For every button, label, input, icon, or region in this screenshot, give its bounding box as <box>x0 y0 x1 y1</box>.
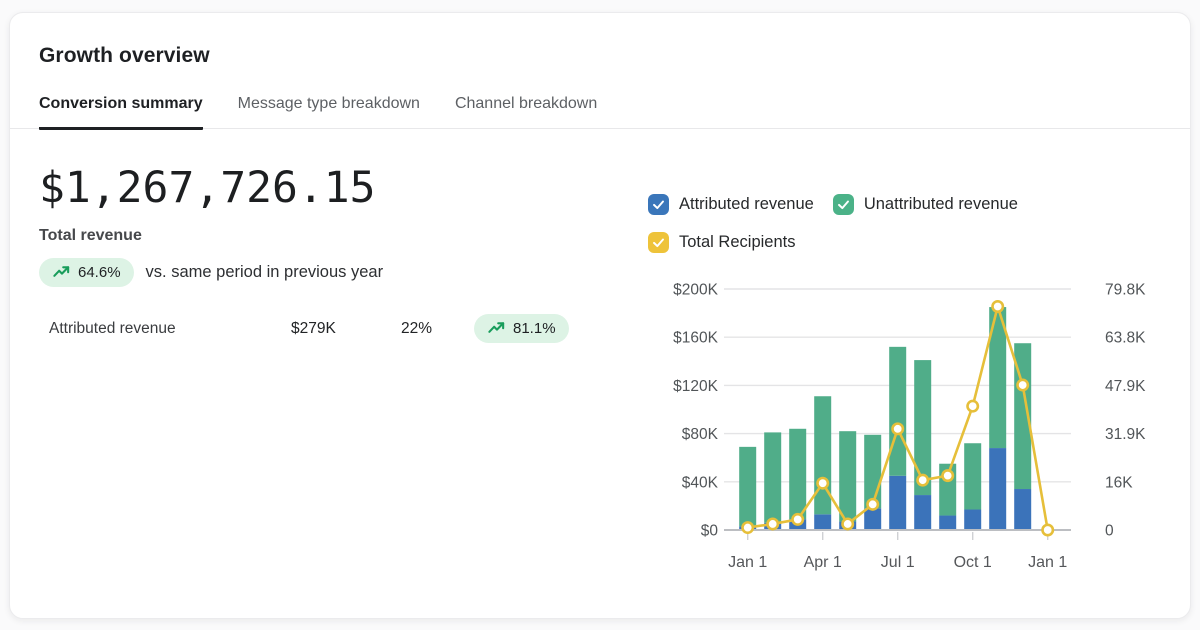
card-content: $1,267,726.15 Total revenue 64.6% vs. sa… <box>10 129 1190 591</box>
svg-text:$160K: $160K <box>673 330 718 347</box>
legend-label: Unattributed revenue <box>863 195 1018 213</box>
svg-text:31.9K: 31.9K <box>1105 426 1146 443</box>
metric-share: 22% <box>401 319 433 337</box>
svg-text:$40K: $40K <box>682 474 719 491</box>
legend-label: Total Recipients <box>679 233 796 251</box>
tab-message-type-breakdown[interactable]: Message type breakdown <box>237 95 420 112</box>
page-title: Growth overview <box>39 44 210 67</box>
revenue-recipients-combo-chart[interactable]: $200K 79.8K $160K 63.8K $120K 47.9K $80K 31.9K $… <box>641 269 1162 591</box>
chart-legend: Attributed revenue Unattributed revenue <box>641 194 1111 253</box>
svg-text:Jan 1: Jan 1 <box>1028 554 1067 571</box>
tab-bar: Conversion summary Message type breakdow… <box>10 95 1190 130</box>
checkbox-checked-icon[interactable] <box>648 194 669 215</box>
svg-text:$80K: $80K <box>682 426 719 443</box>
svg-text:63.8K: 63.8K <box>1105 330 1146 347</box>
checkmark-icon <box>837 200 849 210</box>
checkmark-icon <box>653 200 664 210</box>
change-row: 64.6% vs. same period in previous year <box>39 258 611 287</box>
svg-text:16K: 16K <box>1105 474 1133 491</box>
svg-text:Apr 1: Apr 1 <box>804 554 842 571</box>
total-revenue-label: Total revenue <box>39 227 142 244</box>
tab-channel-breakdown[interactable]: Channel breakdown <box>454 95 598 112</box>
svg-text:Jan 1: Jan 1 <box>728 554 767 571</box>
trend-up-icon <box>53 266 70 277</box>
legend-item-total-recipients[interactable]: Total Recipients <box>648 232 795 253</box>
tab-conversion-summary[interactable]: Conversion summary <box>39 95 203 130</box>
metric-change-value: 81.1% <box>513 320 556 337</box>
svg-text:$200K: $200K <box>673 282 718 299</box>
metric-value: $279K <box>291 319 336 337</box>
growth-overview-card: Growth overview Conversion summary Messa… <box>9 12 1191 619</box>
svg-text:$0: $0 <box>701 523 719 540</box>
svg-text:$120K: $120K <box>673 378 718 395</box>
total-revenue-value: $1,267,726.15 <box>39 163 376 213</box>
change-context-text: vs. same period in previous year <box>145 263 384 281</box>
summary-panel: $1,267,726.15 Total revenue 64.6% vs. sa… <box>39 165 611 591</box>
svg-text:47.9K: 47.9K <box>1105 378 1146 395</box>
trend-up-icon <box>488 322 505 333</box>
checkbox-checked-icon[interactable] <box>648 232 669 253</box>
attributed-revenue-row: Attributed revenue $279K 22% 81.1% <box>39 314 611 343</box>
legend-item-attributed-revenue[interactable]: Attributed revenue <box>648 194 814 215</box>
chart-panel: Attributed revenue Unattributed revenue <box>641 165 1162 591</box>
svg-text:Jul 1: Jul 1 <box>881 554 915 571</box>
change-badge-value: 64.6% <box>78 264 121 281</box>
svg-text:0: 0 <box>1105 523 1114 540</box>
checkbox-checked-icon[interactable] <box>832 194 854 215</box>
metric-label: Attributed revenue <box>49 319 176 337</box>
svg-text:Oct 1: Oct 1 <box>954 554 992 571</box>
checkmark-icon <box>653 238 664 248</box>
legend-item-unattributed-revenue[interactable]: Unattributed revenue <box>832 194 1018 215</box>
metric-change-badge: 81.1% <box>474 314 569 343</box>
change-badge: 64.6% <box>39 258 134 287</box>
legend-label: Attributed revenue <box>679 195 814 213</box>
svg-text:79.8K: 79.8K <box>1105 282 1146 299</box>
